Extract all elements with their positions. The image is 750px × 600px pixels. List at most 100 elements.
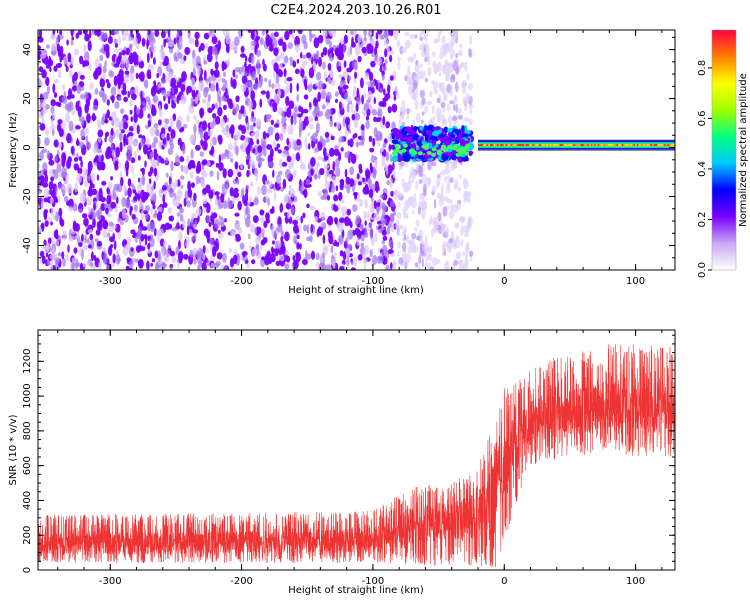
spectrogram-cell — [331, 175, 337, 184]
spectrogram-cell — [413, 246, 419, 254]
carrier-core — [515, 144, 518, 147]
spectrogram-cell — [347, 76, 352, 81]
spectrogram-cell — [232, 69, 236, 78]
spectrogram-cell — [377, 216, 382, 221]
spectrogram-cell — [384, 48, 388, 58]
spectrogram-cell — [174, 178, 178, 187]
spectrogram-cell — [255, 172, 258, 182]
spectrogram-cell — [397, 154, 404, 162]
spectrogram-cell — [287, 42, 293, 50]
spectrogram-cell — [418, 255, 422, 265]
spectrogram-cell — [233, 107, 238, 115]
spectrogram-cell — [238, 112, 242, 120]
spectrogram-cell — [74, 182, 78, 193]
spectrogram-cell — [49, 124, 56, 131]
spectrogram-cell — [159, 228, 164, 237]
spectrogram-cell — [61, 84, 65, 91]
spectrogram-cell — [167, 147, 174, 156]
spectrogram-cell — [125, 197, 130, 209]
spectrogram-cell — [369, 227, 374, 237]
x-tick-label: 100 — [626, 576, 645, 587]
carrier-core — [645, 144, 648, 147]
spectrogram-cell — [38, 225, 42, 235]
spectrogram-cell — [439, 30, 443, 36]
spectrogram-cell — [310, 250, 316, 260]
spectrogram-cell — [121, 49, 126, 56]
spectrogram-cell — [464, 232, 470, 237]
spectrogram-cell — [238, 30, 244, 39]
spectrogram-cell — [334, 144, 339, 150]
spectrogram-cell — [353, 118, 358, 129]
spectrogram-cell — [103, 203, 110, 210]
spectrogram-cell — [193, 192, 197, 201]
spectrogram-cell — [49, 34, 56, 40]
spectrogram-cell — [72, 220, 77, 232]
spectrogram-cell — [412, 210, 415, 215]
carrier-core — [594, 144, 597, 147]
spectrogram-cell — [462, 96, 467, 105]
spectrogram-cell — [334, 252, 337, 257]
carrier-core — [621, 144, 624, 147]
spectrogram-cell — [148, 64, 154, 71]
spectrogram-cell — [296, 242, 300, 250]
spectrogram-cell — [322, 244, 329, 255]
spectrogram-cell — [288, 30, 293, 35]
spectrogram-cell — [397, 60, 401, 71]
spectrogram-cell — [266, 144, 273, 150]
spectrogram-cell — [306, 224, 310, 234]
spectrogram-cell — [279, 158, 283, 169]
spectrogram-cell — [149, 127, 155, 137]
spectrogram-cell — [228, 247, 232, 254]
spectrogram-cell — [306, 253, 312, 260]
spectrogram-cell — [67, 52, 72, 63]
spectrogram-cell — [254, 227, 258, 236]
spectrogram-cell — [167, 244, 171, 249]
spectrogram-cell — [122, 36, 127, 42]
spectrogram-cell — [73, 157, 79, 162]
spectrogram-cell — [272, 240, 275, 245]
spectrogram-cell — [288, 100, 295, 110]
spectrogram-cell — [274, 248, 279, 257]
carrier-core — [659, 144, 662, 147]
spectrogram-cell — [446, 175, 452, 180]
spectrogram-cell — [373, 116, 378, 123]
spectrogram-cell — [121, 89, 127, 96]
spectrogram-cell — [417, 151, 423, 156]
spectrogram-cell — [153, 148, 158, 155]
spectrogram-cell — [265, 194, 269, 204]
spectrogram-cell — [272, 169, 275, 178]
spectrogram-cell — [397, 241, 401, 249]
spectrogram-cell — [420, 136, 424, 142]
spectrogram-cell — [272, 140, 277, 149]
spectrogram-cell — [393, 210, 396, 216]
spectrogram-cell — [388, 239, 394, 249]
y-tick-label: 1000 — [22, 383, 33, 408]
spectrogram-cell — [235, 130, 242, 141]
spectrogram-cell — [127, 132, 134, 137]
spectrogram-cell — [381, 100, 387, 108]
spectrogram-cell — [402, 143, 408, 148]
spectrogram-cell — [179, 156, 185, 162]
spectrogram-cell — [244, 61, 247, 68]
spectrogram-cell — [222, 83, 225, 92]
spectrogram-cell — [91, 188, 98, 196]
spectrogram-cell — [130, 157, 136, 164]
y-tick-label: 0 — [22, 567, 33, 573]
spectrogram-cell — [257, 145, 263, 153]
spectrogram-cell — [236, 179, 240, 185]
spectrogram-cell — [332, 161, 336, 172]
spectrogram-cell — [469, 106, 472, 115]
spectrogram-cell — [79, 55, 84, 65]
carrier-core — [486, 144, 489, 147]
spectrogram-cell — [139, 219, 143, 227]
spectrogram-cell — [308, 67, 315, 79]
spectrogram-cell — [450, 161, 456, 166]
spectrogram-cell — [361, 94, 364, 105]
spectrogram-cell — [405, 253, 411, 264]
spectrogram-cell — [183, 123, 188, 129]
spectrogram-cell — [302, 212, 306, 219]
spectrogram-cell — [373, 212, 379, 222]
spectrogram-cell — [59, 53, 63, 63]
spectrogram-cell — [443, 241, 449, 247]
carrier-core — [571, 144, 575, 147]
